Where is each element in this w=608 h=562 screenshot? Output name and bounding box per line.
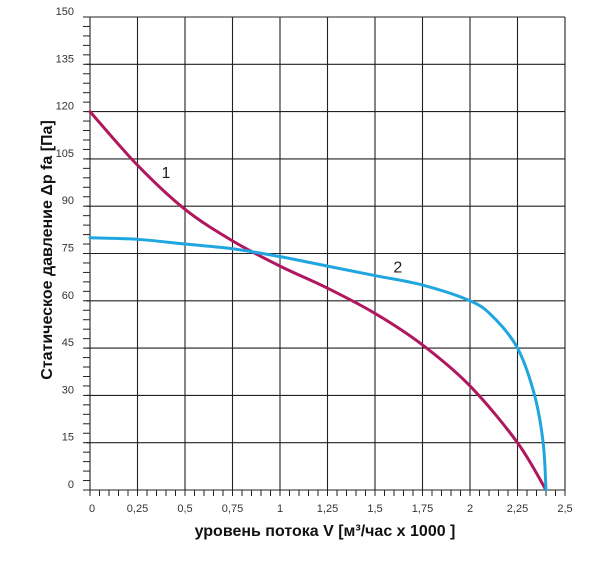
y-tick-label: 0 (68, 479, 74, 491)
series-2-line (88, 236, 548, 492)
series-group: 12 (88, 110, 548, 492)
x-tick-label: 1 (277, 503, 283, 515)
y-tick-label: 120 (56, 101, 74, 113)
y-axis-label: Статическое давление Δp fa [Па] (39, 120, 56, 380)
x-tick-label: 2 (467, 503, 473, 515)
y-tick-label: 30 (62, 384, 74, 396)
y-tick-label: 105 (56, 148, 74, 160)
x-tick-label: 1,25 (317, 503, 338, 515)
x-tick-label: 0,75 (222, 503, 243, 515)
series-1-label: 1 (162, 165, 171, 182)
y-tick-label: 135 (56, 53, 74, 65)
x-tick-label: 0,5 (177, 503, 192, 515)
y-tick-label: 15 (62, 432, 74, 444)
series-2-label: 2 (393, 259, 402, 276)
y-tick-label: 45 (62, 337, 74, 349)
x-tick-label: 1,5 (367, 503, 382, 515)
x-tick-label: 2,5 (557, 503, 572, 515)
series-1-line (88, 110, 548, 492)
y-tick-label: 60 (62, 290, 74, 302)
x-tick-label: 2,25 (507, 503, 528, 515)
axis-ticks: 0 0,25 0,5 0,75 1 1,25 1,5 1,75 2 2,25 2,5 0 15 30 45 6… (56, 6, 573, 515)
y-tick-label: 90 (62, 195, 74, 207)
y-tick-label: 150 (56, 6, 74, 18)
y-tick-label: 75 (62, 243, 74, 255)
x-tick-label: 1,75 (412, 503, 433, 515)
x-tick-label: 0,25 (127, 503, 148, 515)
grid (86, 16, 566, 491)
x-tick-label: 0 (89, 503, 95, 515)
x-axis-label: уровень потока V [м³/час x 1000 ] (195, 523, 456, 540)
